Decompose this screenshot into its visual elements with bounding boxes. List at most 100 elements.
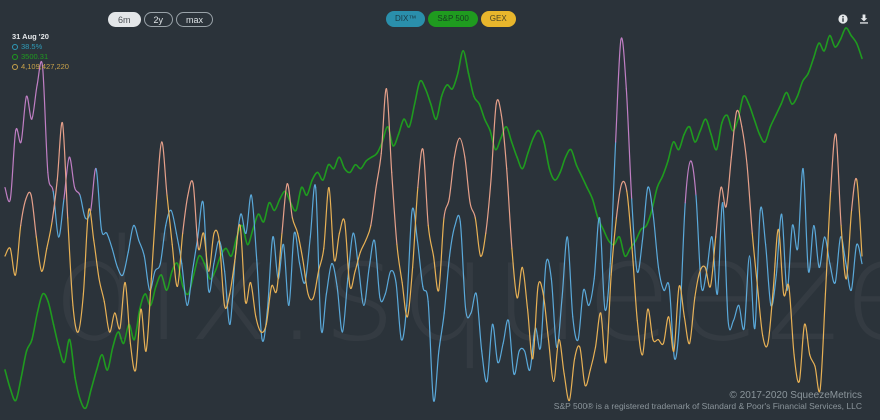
- line-segment: [856, 243, 863, 265]
- line-segment: [543, 141, 551, 170]
- line-segment: [354, 251, 361, 272]
- line-segment: [430, 103, 437, 121]
- line-segment: [36, 60, 44, 86]
- line-segment: [573, 345, 581, 360]
- line-segment: [454, 214, 461, 227]
- line-segment: [214, 255, 222, 272]
- line-segment: [448, 156, 456, 200]
- line-segment: [101, 354, 109, 371]
- line-segment: [645, 209, 653, 227]
- line-segment: [700, 270, 708, 292]
- line-segment: [166, 194, 173, 246]
- line-segment: [72, 304, 79, 333]
- line-segment: [370, 152, 378, 158]
- line-segment: [737, 95, 745, 120]
- line-segment: [304, 236, 311, 284]
- line-segment: [624, 247, 632, 258]
- line-segment: [234, 224, 241, 261]
- line-segment: [270, 284, 278, 294]
- readout-spx-row: 3500.31: [12, 52, 69, 62]
- series-gex: [4, 88, 863, 402]
- line-segment: [406, 266, 414, 318]
- line-segment: [67, 217, 74, 306]
- line-segment: [746, 164, 753, 234]
- line-segment: [780, 91, 788, 105]
- line-segment: [767, 289, 774, 344]
- range-button-2y[interactable]: 2y: [143, 12, 174, 27]
- line-segment: [265, 285, 273, 325]
- line-segment: [486, 323, 494, 382]
- line-segment: [748, 103, 756, 120]
- legend-toggle-dix[interactable]: DIX™: [386, 11, 426, 27]
- line-segment: [553, 339, 560, 382]
- line-segment: [828, 34, 836, 48]
- line-segment: [818, 42, 826, 52]
- line-segment: [602, 228, 610, 242]
- line-segment: [726, 114, 734, 132]
- line-segment: [432, 350, 440, 402]
- line-segment: [408, 103, 416, 128]
- line-segment: [245, 194, 252, 234]
- line-segment: [145, 278, 152, 352]
- line-segment: [338, 218, 346, 234]
- line-segment: [850, 34, 858, 44]
- download-icon[interactable]: [858, 13, 870, 25]
- line-segment: [354, 163, 362, 170]
- line-segment: [171, 244, 179, 288]
- line-segment: [839, 27, 847, 41]
- range-button-max[interactable]: max: [176, 12, 214, 27]
- line-segment: [741, 126, 748, 166]
- line-segment: [479, 232, 487, 257]
- line-segment: [223, 293, 231, 310]
- line-segment: [440, 84, 448, 98]
- line-segment: [122, 323, 130, 345]
- line-segment: [588, 278, 595, 306]
- line-segment: [688, 297, 696, 344]
- line-segment: [758, 133, 766, 143]
- line-segment: [690, 160, 697, 196]
- line-segment: [187, 180, 194, 196]
- line-segment: [570, 148, 578, 166]
- line-segment: [631, 198, 638, 272]
- line-segment: [813, 224, 820, 268]
- line-segment: [809, 354, 816, 367]
- line-segment: [605, 274, 612, 363]
- line-segment: [198, 254, 206, 265]
- line-segment: [807, 225, 815, 273]
- line-segment: [834, 236, 842, 284]
- line-segment: [589, 346, 597, 371]
- line-segment: [384, 270, 392, 295]
- line-segment: [419, 79, 427, 90]
- line-segment: [413, 80, 421, 105]
- line-segment: [785, 91, 793, 105]
- line-segment: [9, 247, 17, 276]
- line-segment: [814, 365, 821, 393]
- series-legend: DIX™ S&P 500 GEX: [386, 11, 516, 27]
- line-segment: [333, 232, 341, 262]
- line-segment: [119, 281, 126, 329]
- legend-toggle-spx[interactable]: S&P 500: [428, 11, 478, 27]
- dix-dot-icon: [12, 44, 18, 51]
- line-segment: [594, 312, 602, 348]
- line-segment: [106, 346, 114, 371]
- line-segment: [694, 129, 702, 143]
- line-segment: [683, 316, 691, 345]
- line-segment: [298, 263, 306, 284]
- line-segment: [186, 270, 194, 307]
- line-segment: [40, 247, 48, 272]
- line-segment: [364, 225, 372, 242]
- info-icon[interactable]: [837, 13, 849, 25]
- line-segment: [31, 84, 38, 120]
- line-segment: [411, 207, 419, 242]
- line-segment: [521, 152, 529, 170]
- line-segment: [709, 236, 717, 287]
- line-segment: [615, 183, 623, 219]
- line-segment: [98, 278, 105, 303]
- range-button-6m[interactable]: 6m: [108, 12, 141, 27]
- line-segment: [656, 175, 664, 189]
- line-segment: [365, 156, 373, 162]
- legend-toggle-gex[interactable]: GEX: [480, 11, 516, 27]
- line-segment: [453, 137, 461, 158]
- line-segment: [325, 263, 333, 295]
